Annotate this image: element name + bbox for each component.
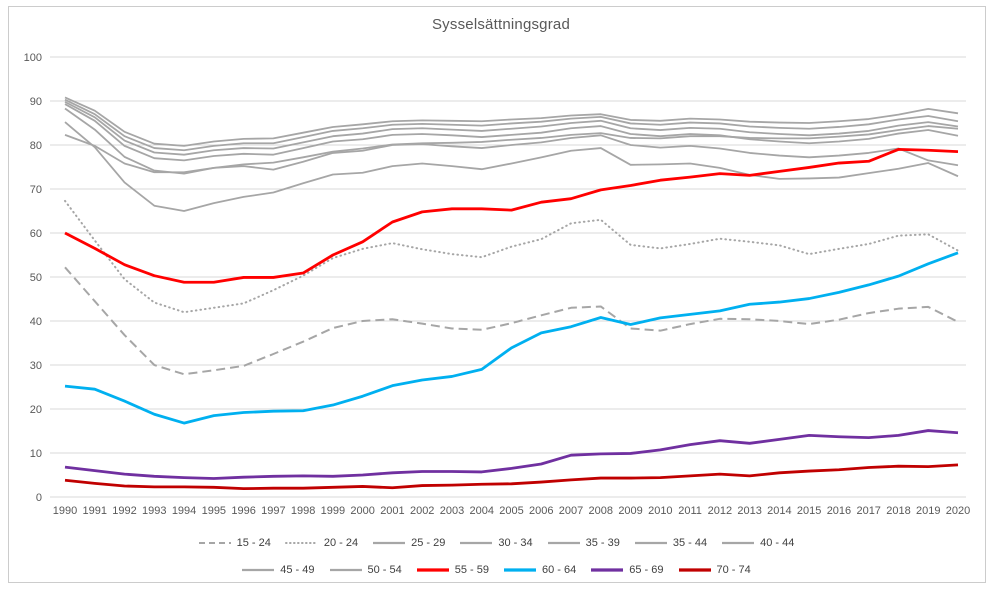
x-tick-label-2011: 2011 bbox=[678, 505, 702, 517]
legend-line-sample bbox=[504, 568, 536, 572]
x-tick-label-2012: 2012 bbox=[708, 505, 732, 517]
y-tick-label-40: 40 bbox=[30, 316, 42, 328]
x-tick-label-2009: 2009 bbox=[618, 505, 642, 517]
legend-line-sample bbox=[722, 541, 755, 545]
legend-label: 50 - 54 bbox=[367, 564, 402, 576]
x-tick-label-1999: 1999 bbox=[321, 505, 345, 517]
y-tick-label-0: 0 bbox=[36, 492, 42, 504]
legend-line-sample bbox=[634, 541, 667, 545]
x-tick-label-2004: 2004 bbox=[469, 505, 493, 517]
legend-line-sample bbox=[678, 568, 711, 572]
y-tick-label-80: 80 bbox=[30, 140, 42, 152]
chart-title: Sysselsättningsgrad bbox=[431, 16, 571, 33]
x-tick-label-2013: 2013 bbox=[737, 505, 761, 517]
legend-line-sample bbox=[591, 568, 624, 572]
legend-line-sample bbox=[373, 541, 406, 545]
legend-line-sample bbox=[329, 568, 362, 572]
legend-label: 40 - 44 bbox=[760, 537, 795, 549]
x-tick-label-1990: 1990 bbox=[53, 505, 77, 517]
x-tick-label-2018: 2018 bbox=[886, 505, 910, 517]
series-line-45-49 bbox=[64, 96, 959, 147]
x-tick-label-1991: 1991 bbox=[83, 505, 107, 517]
x-tick-label-2007: 2007 bbox=[559, 505, 583, 517]
series-line-25-29 bbox=[64, 121, 959, 212]
legend-item-15-24: 15 - 24 bbox=[198, 537, 271, 549]
legend-item-55-59: 55 - 59 bbox=[416, 564, 489, 576]
y-tick-label-90: 90 bbox=[30, 96, 42, 108]
series-line-70-74 bbox=[64, 463, 959, 491]
x-tick-label-1995: 1995 bbox=[202, 505, 226, 517]
legend-label: 20 - 24 bbox=[323, 537, 359, 549]
legend-item-20-24: 20 - 24 bbox=[284, 537, 359, 549]
legend-label: 45 - 49 bbox=[280, 564, 315, 576]
legend-item-30-34: 30 - 34 bbox=[459, 537, 533, 549]
y-tick-label-70: 70 bbox=[30, 184, 42, 196]
legend-item-50-54: 50 - 54 bbox=[329, 564, 402, 576]
x-tick-label-2010: 2010 bbox=[648, 505, 672, 517]
legend-item-60-64: 60 - 64 bbox=[503, 564, 576, 576]
series-line-55-59 bbox=[64, 147, 959, 284]
x-tick-label-1994: 1994 bbox=[172, 505, 196, 517]
legend-line-sample bbox=[198, 542, 231, 544]
legend-label: 30 - 34 bbox=[498, 537, 533, 549]
y-tick-label-60: 60 bbox=[30, 228, 42, 240]
x-tick-label-2020: 2020 bbox=[946, 505, 970, 517]
series-line-35-39 bbox=[64, 103, 959, 162]
x-tick-label-1998: 1998 bbox=[291, 505, 315, 517]
legend-row-2: 45 - 49 50 - 54 55 - 59 60 - 64 65 - 69 70 - … bbox=[10, 564, 982, 576]
legend-item-35-39: 35 - 39 bbox=[547, 537, 620, 549]
x-tick-label-2019: 2019 bbox=[916, 505, 940, 517]
y-tick-label-20: 20 bbox=[30, 404, 42, 416]
legend-label: 55 - 59 bbox=[454, 564, 489, 576]
x-tick-label-1997: 1997 bbox=[261, 505, 285, 517]
x-tick-label-2017: 2017 bbox=[856, 505, 880, 517]
x-tick-label-2005: 2005 bbox=[499, 505, 523, 517]
y-tick-label-100: 100 bbox=[24, 52, 42, 64]
legend-line-sample bbox=[460, 541, 493, 545]
legend-label: 25 - 29 bbox=[411, 537, 446, 549]
legend-line-sample bbox=[547, 541, 580, 545]
x-tick-label-2003: 2003 bbox=[440, 505, 464, 517]
x-tick-label-2016: 2016 bbox=[827, 505, 851, 517]
legend-item-35-44: 35 - 44 bbox=[634, 537, 707, 549]
x-tick-label-2002: 2002 bbox=[410, 505, 434, 517]
legend-item-25-29: 25 - 29 bbox=[372, 537, 445, 549]
legend-line-sample bbox=[242, 568, 275, 572]
y-tick-label-10: 10 bbox=[30, 448, 42, 460]
x-tick-label-2014: 2014 bbox=[767, 505, 791, 517]
series-line-60-64 bbox=[64, 251, 959, 425]
x-tick-label-2006: 2006 bbox=[529, 505, 553, 517]
series-line-65-69 bbox=[64, 429, 959, 480]
x-tick-label-2008: 2008 bbox=[589, 505, 613, 517]
x-tick-label-2001: 2001 bbox=[380, 505, 404, 517]
legend-line-sample bbox=[416, 568, 449, 572]
legend-item-40-44: 40 - 44 bbox=[721, 537, 794, 549]
series-line-50-54 bbox=[64, 125, 959, 174]
legend-item-45-49: 45 - 49 bbox=[241, 564, 315, 576]
legend-label: 15 - 24 bbox=[236, 537, 271, 549]
legend-line-sample bbox=[284, 542, 319, 544]
x-tick-label-2000: 2000 bbox=[350, 505, 374, 517]
series-line-35-44 bbox=[64, 101, 959, 156]
legend-row-1: 15 - 24 20 - 24 25 - 29 30 - 34 35 - 39 35 - … bbox=[10, 537, 982, 549]
series-line-20-24 bbox=[64, 199, 959, 314]
legend-label: 35 - 39 bbox=[585, 537, 620, 549]
x-tick-label-1992: 1992 bbox=[112, 505, 136, 517]
x-tick-label-1993: 1993 bbox=[142, 505, 166, 517]
legend-item-70-74: 70 - 74 bbox=[678, 564, 751, 576]
y-tick-label-30: 30 bbox=[30, 360, 42, 372]
legend-label: 60 - 64 bbox=[542, 564, 577, 576]
legend-label: 65 - 69 bbox=[629, 564, 664, 576]
x-tick-label-2015: 2015 bbox=[797, 505, 821, 517]
series-line-40-44 bbox=[64, 98, 959, 152]
y-tick-label-50: 50 bbox=[30, 272, 42, 284]
x-tick-label-1996: 1996 bbox=[231, 505, 255, 517]
legend-label: 35 - 44 bbox=[672, 537, 708, 549]
legend-label: 70 - 74 bbox=[716, 564, 751, 576]
legend-item-65-69: 65 - 69 bbox=[590, 564, 664, 576]
